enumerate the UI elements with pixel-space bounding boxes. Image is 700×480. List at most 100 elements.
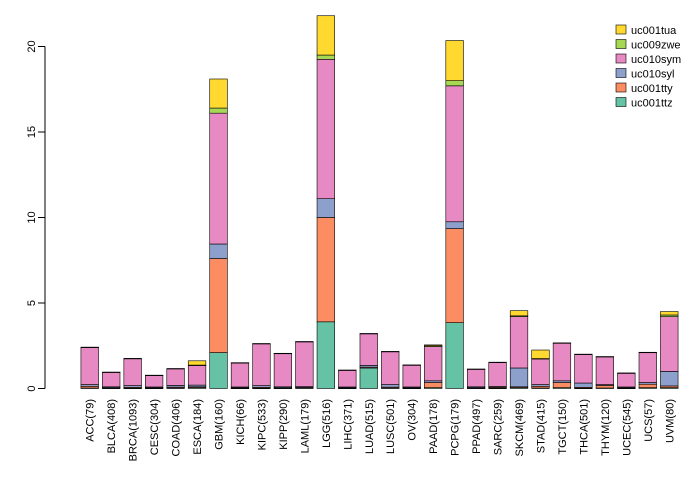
bar-group — [552, 342, 572, 389]
bar-segment-uc009zwe — [338, 369, 357, 371]
bar-segment-uc009zwe — [638, 351, 657, 354]
bar-segment-uc001tty — [445, 228, 464, 323]
x-tick-label: UVM(80) — [664, 399, 676, 443]
bar-segment-uc009zwe — [359, 333, 378, 335]
x-tick-label: BRCA(1093) — [128, 399, 140, 461]
bar-segment-uc010sym — [466, 368, 486, 388]
y-tick-label: 20 — [26, 40, 38, 52]
bar-segment-uc010sym — [295, 341, 314, 387]
bar-segment-uc010sym — [338, 369, 357, 388]
bar-segment-uc009zwe — [230, 362, 250, 364]
y-axis: 0 5 10 15 20 — [26, 40, 46, 392]
x-tick-label: ESCA(184) — [192, 399, 204, 455]
bar-segment-uc010syl — [209, 243, 228, 259]
bar-segment-uc010sym — [638, 352, 657, 383]
bar-group — [617, 372, 636, 389]
x-tick-label: LUAD(515) — [364, 399, 376, 454]
bar-group — [574, 353, 593, 389]
bar-group — [338, 369, 357, 389]
bar-group — [638, 351, 657, 389]
legend-label: uc010sym — [631, 54, 681, 66]
x-tick-label: UCEC(545) — [621, 399, 633, 456]
legend-swatch — [615, 39, 627, 49]
bar-segment-uc010sym — [359, 333, 378, 366]
bar-group — [660, 311, 679, 389]
bar-segment-uc001tua — [187, 360, 207, 366]
bar-segment-uc009zwe — [166, 368, 185, 370]
legend-label: uc001ttz — [631, 98, 673, 110]
bar-segment-uc001tua — [316, 15, 335, 56]
bar-segment-uc009zwe — [552, 342, 572, 344]
bar-segment-uc001tty — [424, 382, 443, 388]
x-tick-label: CESC(304) — [149, 399, 161, 455]
bar-segment-uc009zwe — [209, 107, 228, 114]
bar-segment-uc010sym — [145, 375, 164, 388]
bar-group — [424, 344, 443, 389]
bar-group — [273, 352, 293, 389]
x-tick-label: THCA(501) — [578, 399, 590, 455]
bar-segment-uc009zwe — [617, 372, 636, 374]
x-tick-label: OV(304) — [407, 399, 419, 441]
bar-segment-uc010sym — [574, 353, 593, 384]
bar-segment-uc010sym — [595, 356, 614, 385]
bar-segment-uc009zwe — [123, 358, 142, 360]
bar-segment-uc001ttz — [445, 322, 464, 389]
bar-segment-uc001tua — [509, 310, 529, 317]
x-tick-label: LGG(516) — [321, 399, 333, 448]
x-tick-label: COAD(406) — [171, 399, 183, 456]
bar-group — [102, 371, 121, 389]
bar-segment-uc001tua — [445, 40, 464, 81]
x-axis-labels: ACC(79) BLCA(408) BRCA(1093) CESC(304) COAD(… — [85, 399, 677, 461]
bar-segment-uc010sym — [273, 353, 293, 388]
bar-group — [316, 15, 335, 389]
bar-segment-uc001ttz — [316, 321, 335, 389]
x-tick-label: BLCA(408) — [106, 399, 118, 453]
y-tick-label: 0 — [26, 385, 38, 391]
bar-group — [402, 364, 421, 389]
bar-segment-uc009zwe — [445, 80, 464, 87]
bar-segment-uc010sym — [531, 358, 550, 385]
bar-segment-uc009zwe — [595, 356, 614, 358]
x-tick-label: KIPC(533) — [256, 399, 268, 450]
legend-swatch — [615, 82, 627, 93]
x-tick-label: KIPP(290) — [278, 399, 290, 450]
bar-segment-uc009zwe — [466, 368, 486, 370]
bar-segment-uc010sym — [552, 342, 572, 382]
bars — [80, 15, 679, 389]
bar-segment-uc010syl — [509, 367, 529, 388]
bar-group — [531, 349, 550, 389]
bar-segment-uc001tua — [660, 311, 679, 316]
legend-label: uc010syl — [631, 69, 674, 81]
bar-segment-uc001ttz — [359, 367, 378, 389]
bar-segment-uc009zwe — [145, 374, 164, 376]
x-tick-label: GBM(160) — [214, 399, 226, 450]
x-tick-label: TGCT(150) — [557, 399, 569, 455]
bar-segment-uc010sym — [445, 85, 464, 223]
x-tick-label: UCS(57) — [643, 399, 655, 442]
bar-segment-uc010sym — [424, 346, 443, 382]
x-tick-label: THYM(120) — [600, 399, 612, 456]
y-tick-label: 15 — [26, 126, 38, 138]
bar-segment-uc001tua — [531, 349, 550, 359]
bar-group — [80, 346, 99, 389]
x-tick-label: LIHC(371) — [342, 399, 354, 450]
bar-group — [359, 333, 378, 389]
x-tick-label: STAD(415) — [535, 399, 547, 453]
bar-group — [295, 341, 314, 389]
bar-group — [595, 356, 614, 389]
bar-segment-uc010sym — [509, 316, 529, 369]
bar-segment-uc009zwe — [252, 343, 271, 345]
bar-segment-uc001ttz — [209, 352, 228, 389]
bar-segment-uc009zwe — [273, 352, 293, 355]
x-tick-label: LAML(179) — [299, 399, 311, 453]
bar-segment-uc010syl — [316, 198, 335, 218]
bar-segment-uc001tua — [209, 78, 228, 109]
bar-segment-uc001tty — [209, 258, 228, 353]
bar-segment-uc001tty — [316, 217, 335, 323]
bar-segment-uc010syl — [574, 382, 593, 388]
legend: uc001tua uc009zwe uc010sym uc010syl uc001tty… — [615, 24, 681, 110]
bar-segment-uc009zwe — [295, 341, 314, 343]
bar-segment-uc010sym — [252, 343, 271, 386]
legend-swatch — [615, 53, 627, 64]
bar-segment-uc010sym — [381, 351, 400, 385]
